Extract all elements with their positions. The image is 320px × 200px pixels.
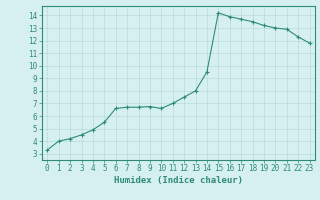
X-axis label: Humidex (Indice chaleur): Humidex (Indice chaleur) [114,176,243,185]
